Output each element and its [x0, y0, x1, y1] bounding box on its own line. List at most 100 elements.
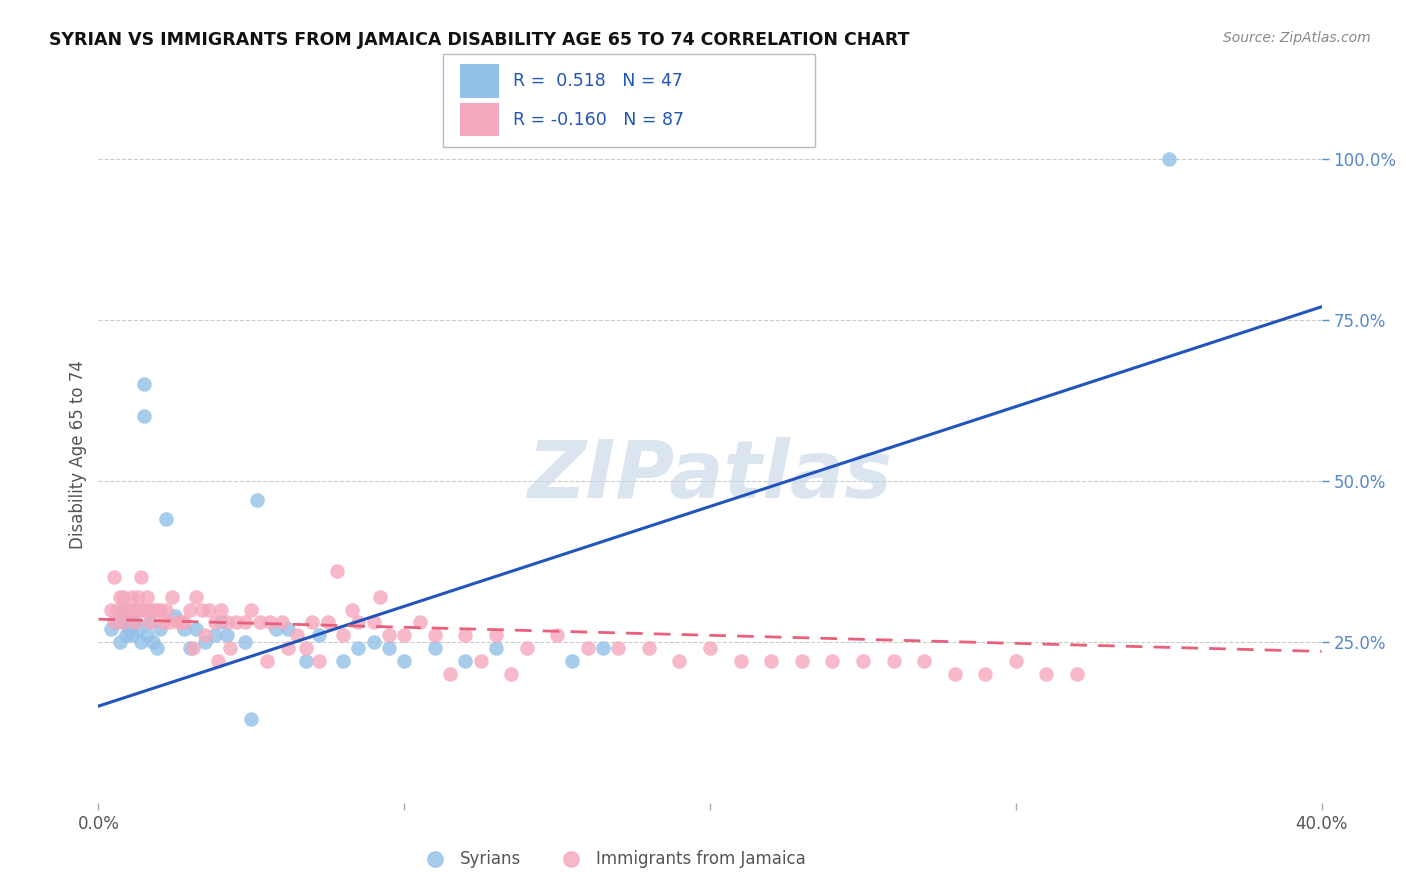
- Point: [285, 628, 308, 642]
- Point: [204, 615, 226, 630]
- Point: [730, 654, 752, 668]
- Point: [256, 654, 278, 668]
- Point: [561, 654, 583, 668]
- Point: [264, 622, 287, 636]
- Point: [546, 628, 568, 642]
- Point: [194, 628, 217, 642]
- Point: [105, 615, 128, 630]
- Point: [118, 602, 141, 616]
- Point: [155, 602, 177, 616]
- Point: [368, 590, 391, 604]
- Point: [883, 654, 905, 668]
- Point: [347, 615, 370, 630]
- Point: [592, 641, 614, 656]
- Point: [155, 512, 177, 526]
- Point: [103, 615, 125, 630]
- Point: [167, 615, 190, 630]
- Point: [308, 628, 330, 642]
- Point: [118, 622, 141, 636]
- Point: [115, 628, 138, 642]
- Point: [121, 602, 143, 616]
- Point: [108, 590, 131, 604]
- Point: [277, 641, 299, 656]
- Point: [129, 570, 152, 584]
- Point: [699, 641, 721, 656]
- Point: [225, 615, 247, 630]
- Point: [103, 570, 125, 584]
- Point: [160, 590, 183, 604]
- Point: [249, 615, 271, 630]
- Point: [974, 667, 997, 681]
- Point: [259, 615, 281, 630]
- Point: [316, 615, 339, 630]
- Point: [139, 615, 162, 630]
- Point: [485, 628, 508, 642]
- Text: R = -0.160   N = 87: R = -0.160 N = 87: [513, 111, 685, 128]
- Point: [439, 667, 461, 681]
- Point: [470, 654, 492, 668]
- Point: [121, 628, 143, 642]
- Point: [454, 628, 477, 642]
- Point: [912, 654, 935, 668]
- Point: [233, 634, 256, 648]
- Point: [108, 634, 131, 648]
- Point: [326, 564, 349, 578]
- Point: [129, 602, 152, 616]
- Point: [111, 615, 134, 630]
- Text: R =  0.518   N = 47: R = 0.518 N = 47: [513, 72, 683, 90]
- Point: [204, 628, 226, 642]
- Point: [501, 667, 523, 681]
- Point: [127, 622, 149, 636]
- Point: [378, 641, 401, 656]
- Point: [121, 590, 143, 604]
- Point: [516, 641, 538, 656]
- Point: [173, 615, 195, 630]
- Point: [139, 615, 162, 630]
- Point: [378, 628, 401, 642]
- Point: [485, 641, 508, 656]
- Point: [821, 654, 844, 668]
- Point: [668, 654, 690, 668]
- Text: ZIPatlas: ZIPatlas: [527, 437, 893, 515]
- Point: [1157, 152, 1180, 166]
- Point: [111, 615, 134, 630]
- Point: [207, 654, 229, 668]
- Point: [173, 622, 195, 636]
- Point: [134, 409, 156, 424]
- Point: [1066, 667, 1088, 681]
- Point: [240, 602, 263, 616]
- Point: [186, 622, 208, 636]
- Point: [295, 654, 318, 668]
- Y-axis label: Disability Age 65 to 74: Disability Age 65 to 74: [69, 360, 87, 549]
- Point: [149, 622, 172, 636]
- Point: [332, 628, 354, 642]
- Point: [111, 602, 134, 616]
- Point: [157, 615, 180, 630]
- Point: [142, 634, 165, 648]
- Point: [100, 622, 122, 636]
- Point: [363, 615, 385, 630]
- Point: [191, 602, 214, 616]
- Point: [136, 590, 159, 604]
- Point: [1004, 654, 1026, 668]
- Point: [392, 654, 416, 668]
- Point: [576, 641, 599, 656]
- Point: [136, 628, 159, 642]
- Point: [423, 628, 446, 642]
- Point: [759, 654, 782, 668]
- Point: [392, 628, 416, 642]
- Point: [145, 641, 167, 656]
- Point: [308, 654, 330, 668]
- Point: [347, 641, 370, 656]
- Point: [142, 602, 165, 616]
- Point: [423, 641, 446, 656]
- Point: [118, 609, 141, 624]
- Point: [179, 602, 201, 616]
- Point: [179, 641, 201, 656]
- Point: [246, 493, 269, 508]
- Point: [163, 609, 186, 624]
- Point: [152, 615, 174, 630]
- Point: [342, 602, 364, 616]
- Point: [332, 654, 354, 668]
- Point: [408, 615, 430, 630]
